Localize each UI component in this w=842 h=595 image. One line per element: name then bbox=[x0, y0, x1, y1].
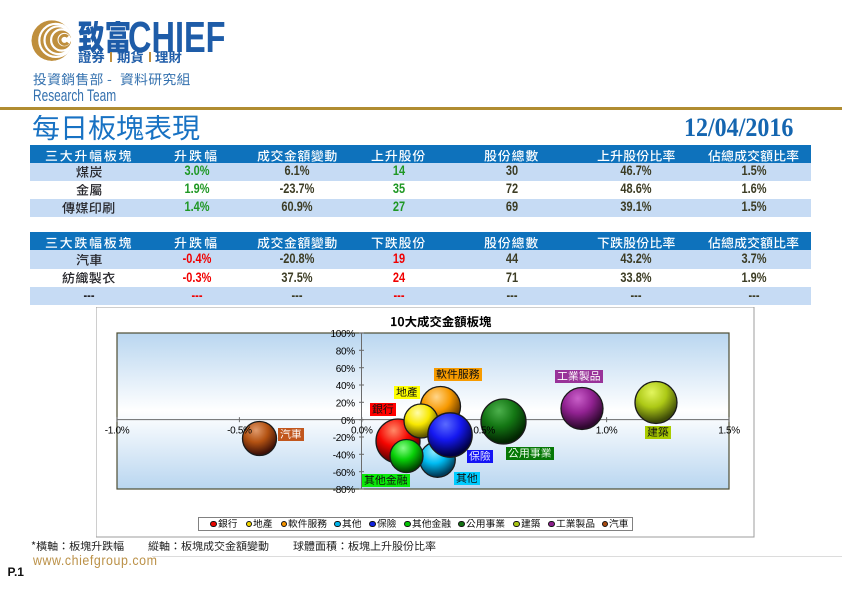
svg-text:0.5%: 0.5% bbox=[473, 425, 495, 436]
svg-text:-80%: -80% bbox=[332, 485, 355, 496]
svg-text:-20%: -20% bbox=[332, 433, 355, 444]
svg-text:80%: 80% bbox=[335, 346, 355, 357]
svg-text:1.0%: 1.0% bbox=[595, 425, 617, 436]
svg-text:1.5%: 1.5% bbox=[718, 425, 740, 436]
svg-text:0.0%: 0.0% bbox=[351, 425, 373, 436]
svg-text:-0.5%: -0.5% bbox=[227, 425, 252, 436]
svg-text:60%: 60% bbox=[335, 363, 355, 374]
svg-text:100%: 100% bbox=[330, 329, 355, 340]
svg-text:20%: 20% bbox=[335, 398, 355, 409]
svg-text:-60%: -60% bbox=[332, 467, 355, 478]
svg-text:40%: 40% bbox=[335, 381, 355, 392]
svg-text:-1.0%: -1.0% bbox=[104, 425, 129, 436]
svg-text:0%: 0% bbox=[341, 415, 355, 426]
svg-text:-40%: -40% bbox=[332, 450, 355, 461]
